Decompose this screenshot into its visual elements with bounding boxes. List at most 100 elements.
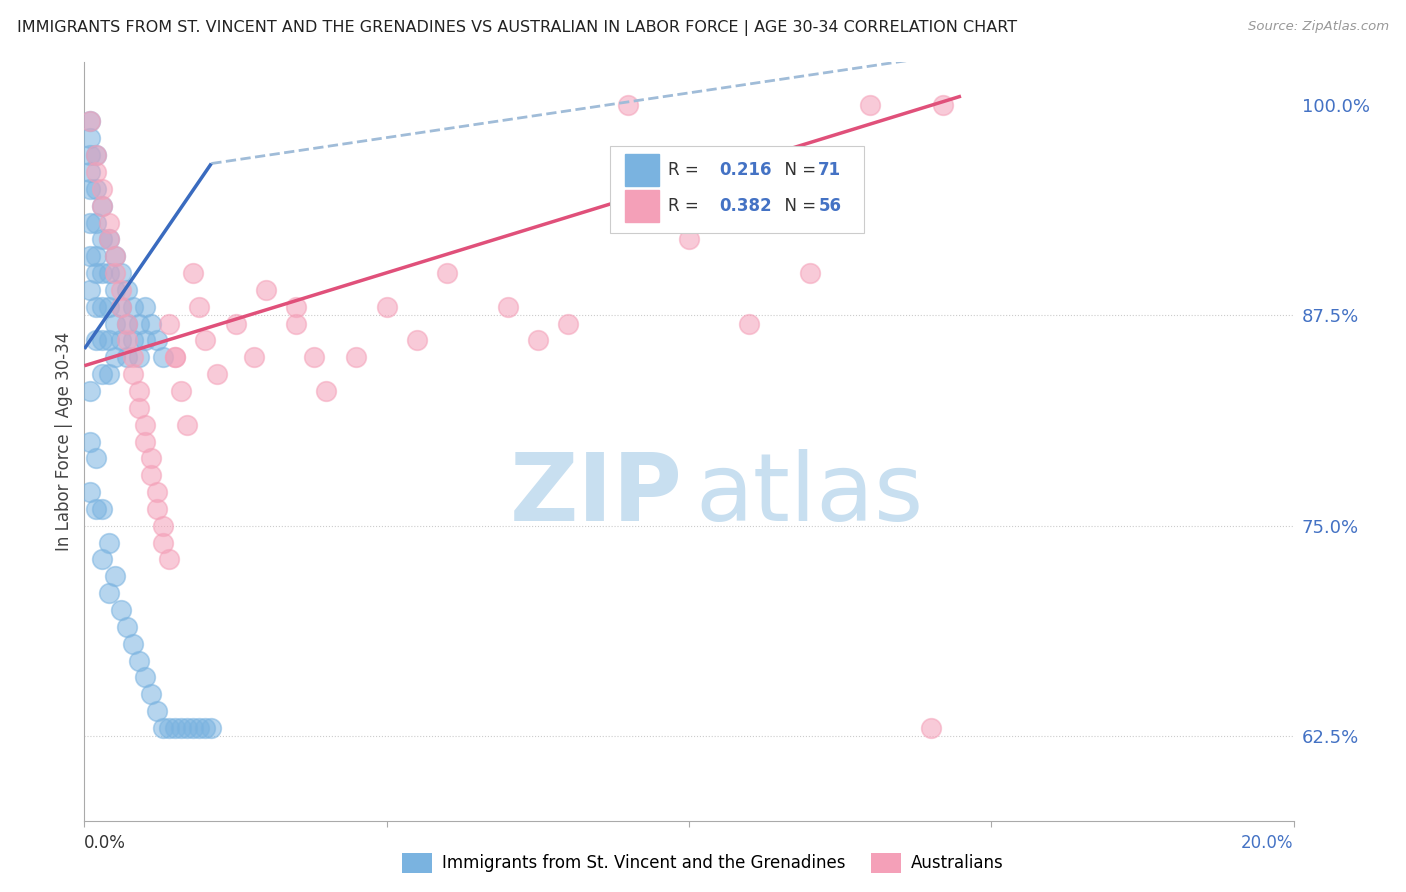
Point bbox=[104, 317, 127, 331]
Legend: Immigrants from St. Vincent and the Grenadines, Australians: Immigrants from St. Vincent and the Gren… bbox=[395, 847, 1011, 880]
Point bbox=[115, 351, 138, 365]
Point bbox=[152, 518, 174, 533]
Point bbox=[79, 485, 101, 500]
Point bbox=[86, 165, 108, 179]
Text: R =: R = bbox=[668, 197, 704, 215]
Point bbox=[79, 165, 101, 179]
Point bbox=[799, 266, 821, 280]
FancyBboxPatch shape bbox=[610, 145, 865, 233]
Point bbox=[79, 384, 101, 398]
Point bbox=[139, 451, 162, 466]
Point bbox=[165, 351, 187, 365]
Point bbox=[79, 249, 101, 263]
Point bbox=[176, 721, 198, 735]
Point bbox=[91, 502, 114, 516]
Point bbox=[134, 334, 156, 348]
Point bbox=[146, 334, 169, 348]
Point bbox=[920, 721, 942, 735]
Point bbox=[115, 620, 138, 634]
Point bbox=[194, 721, 217, 735]
Point bbox=[285, 317, 308, 331]
Point bbox=[97, 300, 120, 314]
Point bbox=[157, 317, 180, 331]
Point bbox=[128, 317, 150, 331]
Point bbox=[146, 502, 169, 516]
Point bbox=[97, 334, 120, 348]
Point bbox=[181, 266, 204, 280]
Point bbox=[97, 232, 120, 246]
Point bbox=[176, 417, 198, 432]
Point bbox=[86, 182, 108, 196]
Point bbox=[91, 552, 114, 566]
Point bbox=[79, 148, 101, 162]
Point bbox=[91, 232, 114, 246]
Point bbox=[207, 367, 229, 381]
Point bbox=[152, 351, 174, 365]
Point bbox=[91, 199, 114, 213]
Point bbox=[152, 721, 174, 735]
Point bbox=[79, 182, 101, 196]
Point bbox=[139, 317, 162, 331]
Point bbox=[104, 569, 127, 583]
Point bbox=[128, 654, 150, 668]
Point bbox=[375, 300, 398, 314]
Point bbox=[152, 535, 174, 549]
Y-axis label: In Labor Force | Age 30-34: In Labor Force | Age 30-34 bbox=[55, 332, 73, 551]
Text: 71: 71 bbox=[818, 161, 841, 179]
Point bbox=[91, 300, 114, 314]
Point bbox=[97, 232, 120, 246]
Point bbox=[406, 334, 429, 348]
Point bbox=[86, 249, 108, 263]
Point bbox=[134, 300, 156, 314]
Point bbox=[121, 637, 143, 651]
Point bbox=[134, 670, 156, 684]
Point bbox=[86, 334, 108, 348]
Point bbox=[86, 451, 108, 466]
Text: atlas: atlas bbox=[695, 449, 924, 541]
Point bbox=[86, 266, 108, 280]
Point bbox=[86, 215, 108, 229]
Point bbox=[97, 215, 120, 229]
Point bbox=[79, 283, 101, 297]
Bar bbox=[624, 154, 659, 186]
Point bbox=[128, 401, 150, 415]
Point bbox=[170, 384, 193, 398]
Point bbox=[79, 434, 101, 449]
Point bbox=[121, 367, 143, 381]
Point bbox=[128, 351, 150, 365]
Point bbox=[128, 384, 150, 398]
Point bbox=[104, 283, 127, 297]
Point bbox=[346, 351, 368, 365]
Point bbox=[97, 586, 120, 600]
Point bbox=[110, 334, 132, 348]
Point bbox=[91, 334, 114, 348]
Point bbox=[79, 114, 101, 128]
Point bbox=[97, 535, 120, 549]
Point bbox=[97, 367, 120, 381]
Point bbox=[225, 317, 247, 331]
Point bbox=[315, 384, 337, 398]
Point bbox=[146, 704, 169, 718]
Text: 56: 56 bbox=[818, 197, 841, 215]
Point bbox=[79, 215, 101, 229]
Point bbox=[91, 266, 114, 280]
Point bbox=[254, 283, 277, 297]
Point bbox=[110, 266, 132, 280]
Text: 0.0%: 0.0% bbox=[84, 834, 127, 852]
Point bbox=[121, 334, 143, 348]
Point bbox=[134, 417, 156, 432]
Point bbox=[134, 434, 156, 449]
Point bbox=[121, 351, 143, 365]
Text: 0.216: 0.216 bbox=[720, 161, 772, 179]
Text: Source: ZipAtlas.com: Source: ZipAtlas.com bbox=[1249, 20, 1389, 33]
Point bbox=[738, 317, 761, 331]
Point bbox=[436, 266, 458, 280]
Point bbox=[157, 552, 180, 566]
Point bbox=[165, 721, 187, 735]
Point bbox=[285, 300, 308, 314]
Text: 0.382: 0.382 bbox=[720, 197, 772, 215]
Point bbox=[115, 317, 138, 331]
Point bbox=[97, 266, 120, 280]
Point bbox=[115, 334, 138, 348]
Point bbox=[110, 300, 132, 314]
